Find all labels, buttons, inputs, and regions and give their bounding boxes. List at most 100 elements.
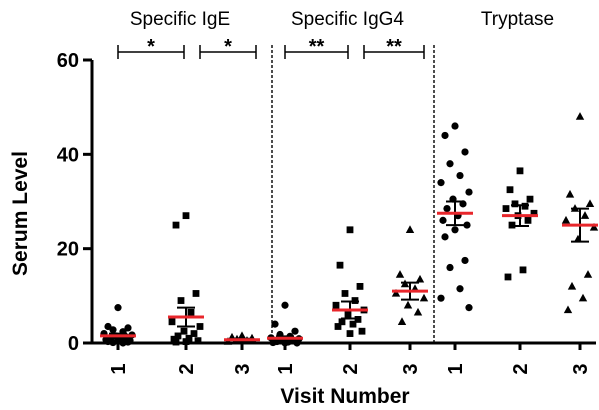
y-tick-label: 0 <box>68 333 79 355</box>
data-point-triangle <box>395 270 405 278</box>
data-point-circle <box>451 122 459 130</box>
data-point-circle <box>451 226 459 234</box>
y-axis-label: Serum Level <box>9 151 32 276</box>
x-tick-label: 3 <box>570 363 592 374</box>
data-point-circle <box>446 263 454 272</box>
data-point-circle <box>124 324 132 332</box>
data-point-circle <box>443 204 451 213</box>
data-point-circle <box>269 338 277 347</box>
data-point-triangle <box>589 222 599 231</box>
data-point-circle <box>437 179 445 187</box>
data-point-square <box>338 318 346 326</box>
data-point-square <box>336 261 344 269</box>
data-point-square <box>172 221 180 229</box>
data-point-circle <box>446 160 454 168</box>
data-point-triangle <box>580 211 590 219</box>
data-point-square <box>346 330 354 337</box>
y-tick-label: 60 <box>57 50 79 72</box>
data-point-circle <box>456 285 464 293</box>
data-point-triangle <box>583 270 593 278</box>
data-point-circle <box>271 320 279 328</box>
data-point-circle <box>114 304 122 312</box>
data-point-circle <box>461 256 469 265</box>
data-point-square <box>356 283 364 290</box>
data-point-triangle <box>415 274 425 283</box>
x-tick-label: 2 <box>176 363 198 374</box>
data-point-square <box>174 332 182 340</box>
data-point-circle <box>463 221 471 229</box>
data-point-circle <box>109 326 117 334</box>
data-point-circle <box>465 304 473 312</box>
data-point-square <box>526 195 534 203</box>
data-point-circle <box>441 233 449 241</box>
data-point-square <box>168 318 176 326</box>
data-point-triangle <box>405 225 415 233</box>
data-point-triangle <box>403 300 413 309</box>
data-point-circle <box>441 131 449 140</box>
data-point-square <box>519 266 527 274</box>
x-tick-label: 1 <box>445 363 467 374</box>
significance-label: * <box>224 36 232 58</box>
y-tick-label: 20 <box>57 239 79 261</box>
x-tick-label: 2 <box>510 363 532 374</box>
data-point-triangle <box>565 189 575 198</box>
data-point-triangle <box>578 293 588 302</box>
data-point-triangle <box>563 305 573 314</box>
data-point-circle <box>109 338 117 347</box>
data-point-square <box>349 320 357 328</box>
data-point-square <box>530 209 538 217</box>
data-point-square <box>346 226 354 234</box>
data-point-circle <box>439 216 447 224</box>
x-axis-label: Visit Number <box>280 385 409 408</box>
data-point-square <box>502 205 510 212</box>
x-tick-label: 3 <box>400 363 422 374</box>
data-point-square <box>341 290 349 297</box>
data-point-square <box>172 338 180 346</box>
data-point-triangle <box>413 307 423 316</box>
data-point-square <box>180 327 188 335</box>
data-point-square <box>504 273 512 281</box>
significance-label: ** <box>386 36 402 58</box>
data-point-square <box>516 167 524 175</box>
data-point-square <box>524 216 532 224</box>
data-point-triangle <box>397 317 407 325</box>
data-point-triangle <box>391 288 401 297</box>
significance-label: ** <box>309 36 325 58</box>
data-point-square <box>187 308 195 316</box>
panel-title: Specific IgG4 <box>291 9 404 30</box>
data-point-triangle <box>575 112 585 120</box>
data-point-triangle <box>237 331 247 340</box>
data-point-square <box>190 330 198 337</box>
data-point-circle <box>456 171 464 180</box>
data-point-square <box>177 297 185 304</box>
data-point-square <box>192 290 200 297</box>
data-point-circle <box>293 339 301 347</box>
data-point-triangle <box>567 281 577 290</box>
data-point-square <box>332 301 340 309</box>
data-point-square <box>511 200 519 208</box>
data-point-square <box>506 186 514 194</box>
panel-title: Specific IgE <box>130 9 230 30</box>
x-tick-label: 2 <box>340 363 362 374</box>
data-point-circle <box>437 294 445 302</box>
data-point-circle <box>119 339 127 347</box>
data-point-circle <box>281 301 289 309</box>
data-point-circle <box>461 148 469 156</box>
data-point-circle <box>281 339 289 347</box>
data-point-square <box>194 337 202 345</box>
panel-title: Tryptase <box>481 9 554 30</box>
x-tick-label: 1 <box>108 363 130 374</box>
data-point-square <box>358 327 366 335</box>
data-point-square <box>334 323 342 330</box>
data-point-triangle <box>561 215 571 224</box>
data-point-square <box>182 212 190 220</box>
data-point-circle <box>291 327 299 335</box>
data-point-triangle <box>419 293 429 302</box>
data-point-square <box>182 338 190 345</box>
x-tick-label: 1 <box>275 363 297 374</box>
y-tick-label: 40 <box>57 144 79 166</box>
data-point-square <box>196 323 204 330</box>
significance-label: * <box>147 36 155 58</box>
data-point-square <box>344 311 352 319</box>
